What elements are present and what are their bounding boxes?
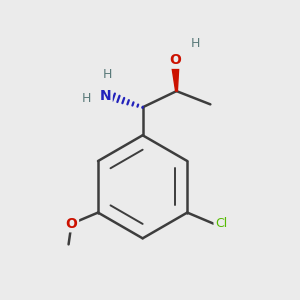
Text: O: O	[169, 53, 181, 67]
Text: N: N	[99, 88, 111, 103]
Text: O: O	[66, 217, 77, 231]
Text: H: H	[191, 38, 200, 50]
Text: H: H	[103, 68, 112, 81]
Polygon shape	[171, 60, 179, 91]
Text: Cl: Cl	[215, 217, 227, 230]
Text: H: H	[82, 92, 92, 105]
